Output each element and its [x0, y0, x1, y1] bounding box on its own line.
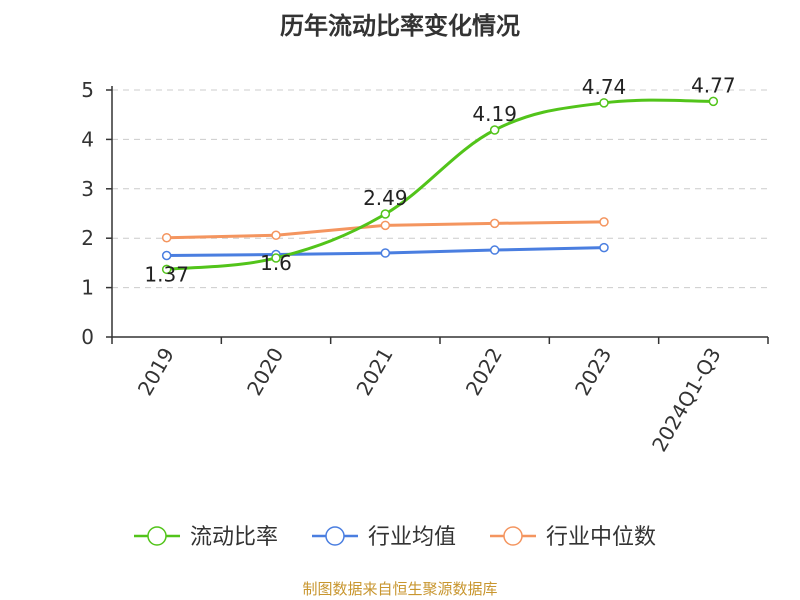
x-tick-label: 2024Q1-Q3	[647, 344, 726, 456]
series-line	[165, 98, 715, 271]
y-tick-label: 4	[81, 127, 94, 151]
data-point	[599, 98, 609, 108]
chart-title: 历年流动比率变化情况	[280, 12, 520, 40]
data-point	[271, 253, 281, 263]
data-point	[489, 245, 500, 255]
data-point	[161, 232, 172, 243]
data-point	[489, 125, 500, 135]
y-tick-label: 0	[81, 325, 94, 349]
data-label: 1.6	[260, 251, 292, 275]
legend-label: 行业中位数	[546, 525, 656, 550]
y-tick-label: 5	[81, 78, 94, 102]
data-source-note: 制图数据来自恒生聚源数据库	[302, 580, 498, 598]
data-point	[599, 217, 609, 227]
x-tick-label: 2021	[351, 344, 397, 400]
data-point	[161, 264, 172, 275]
legend-label: 流动比率	[190, 525, 278, 550]
data-label: 2.49	[363, 186, 408, 210]
x-tick-label: 2019	[133, 344, 179, 400]
y-tick-label: 1	[81, 276, 94, 300]
data-label: 4.19	[472, 102, 517, 126]
legend-label: 行业均值	[368, 525, 456, 550]
legend-swatch-marker	[503, 526, 523, 546]
x-tick-label: 2022	[461, 343, 507, 399]
y-tick-label: 2	[81, 226, 94, 250]
data-point	[489, 218, 500, 229]
data-label: 4.74	[582, 75, 627, 99]
data-point	[380, 248, 391, 258]
data-label: 1.37	[144, 262, 189, 286]
x-tick-label: 2023	[570, 344, 616, 400]
data-point	[161, 250, 172, 261]
data-point	[708, 96, 719, 107]
data-point	[599, 242, 609, 253]
x-tick-label: 2020	[242, 344, 288, 400]
legend-swatch-marker	[147, 526, 167, 546]
data-point	[271, 230, 281, 240]
data-point	[380, 209, 391, 219]
y-tick-label: 3	[81, 177, 94, 201]
data-point	[380, 220, 391, 231]
data-label: 4.77	[691, 73, 736, 97]
legend-swatch-marker	[325, 526, 345, 546]
